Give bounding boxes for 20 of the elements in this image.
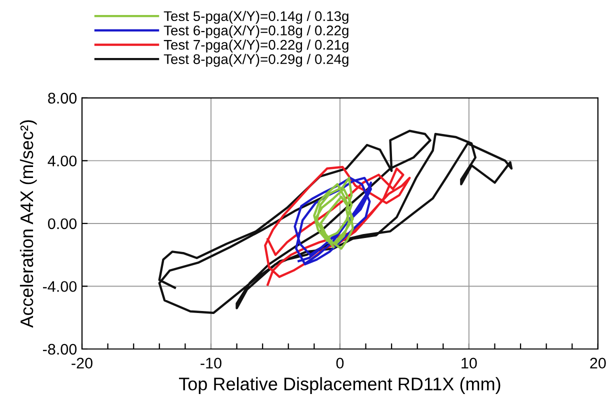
x-tick-label: 10 [462, 358, 477, 369]
y-tick-label: 8.00 [48, 92, 77, 104]
line-series [313, 176, 354, 250]
y-tick-label: 4.00 [48, 156, 77, 166]
line-series [158, 130, 513, 314]
legend-label: Test 8-pga(X/Y)=0.29g / 0.24g [164, 54, 348, 67]
x-tick-label: 20 [590, 358, 606, 369]
legend-label: Test 6-pga(X/Y)=0.18g / 0.22g [164, 25, 348, 38]
legend-label: Test 5-pga(X/Y)=0.14g / 0.13g [164, 10, 348, 24]
y-tick-label: -8.00 [43, 344, 77, 355]
line-series [264, 166, 411, 286]
y-axis-title: Acceleration A4X (m/sec²) [20, 120, 37, 328]
x-tick-label: 0 [336, 358, 344, 369]
y-tick-label: -4.00 [43, 281, 77, 292]
x-tick-label: -20 [72, 358, 92, 369]
x-axis-title: Top Relative Displacement RD11X (mm) [179, 377, 500, 394]
legend-label: Test 7-pga(X/Y)=0.22g / 0.21g [164, 40, 348, 52]
line-series [294, 176, 372, 266]
y-tick-label: 0.00 [48, 218, 77, 230]
x-tick-label: -10 [200, 358, 222, 369]
